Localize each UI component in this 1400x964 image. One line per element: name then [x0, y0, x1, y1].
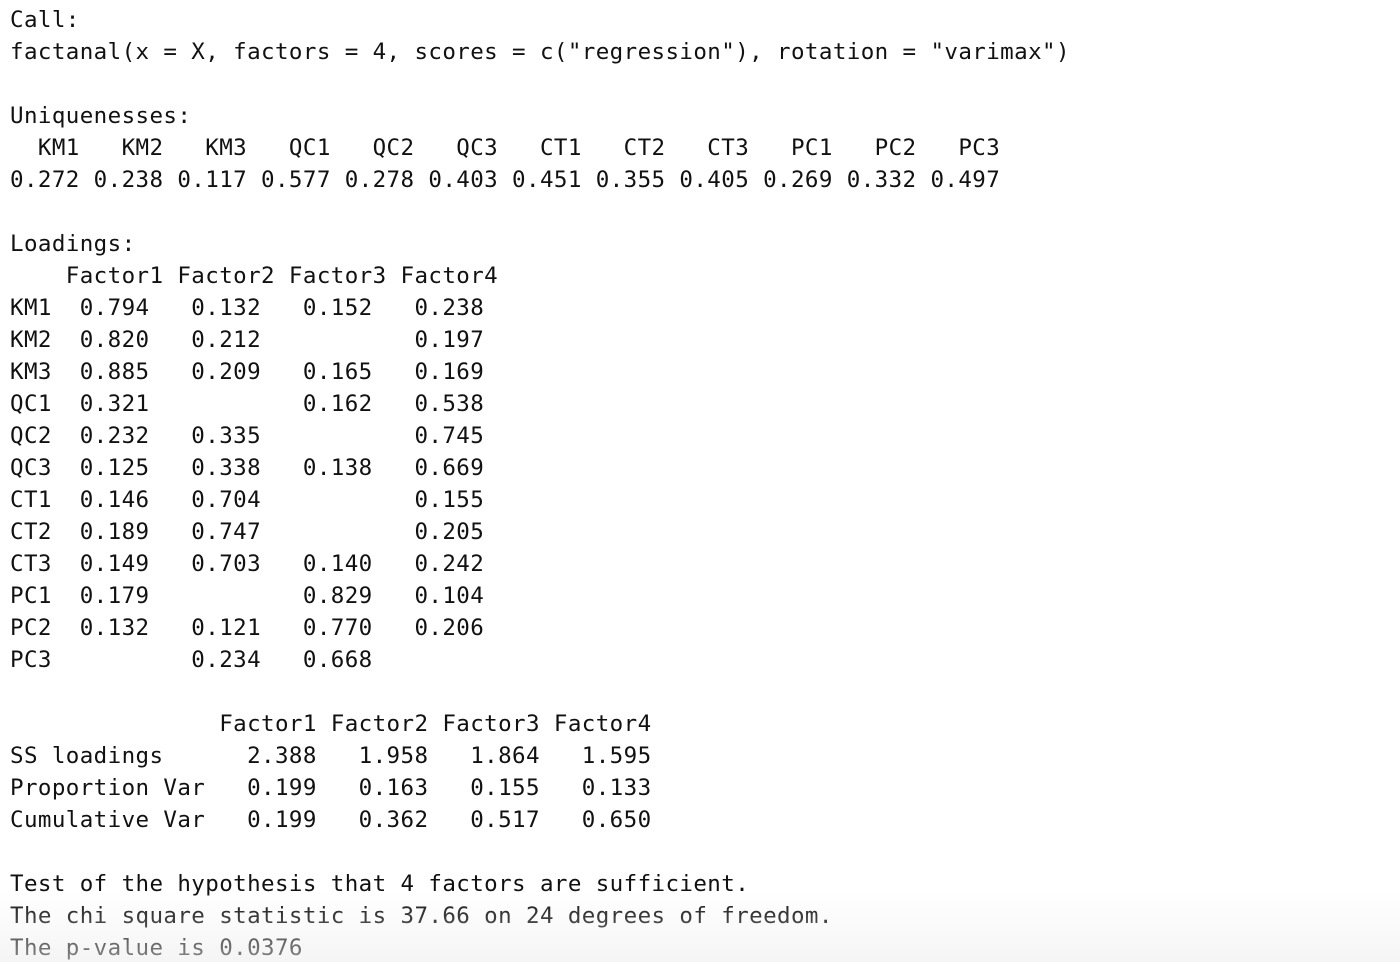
loadings-row: QC3 0.125 0.338 0.138 0.669 — [10, 455, 499, 481]
loadings-row: PC2 0.132 0.121 0.770 0.206 — [10, 615, 499, 641]
loadings-row: KM1 0.794 0.132 0.152 0.238 — [10, 295, 499, 321]
loadings-row: PC1 0.179 0.829 0.104 — [10, 583, 499, 609]
loadings-row: QC2 0.232 0.335 0.745 — [10, 423, 499, 449]
hypothesis-test-line: Test of the hypothesis that 4 factors ar… — [10, 871, 750, 897]
variance-row-ss-loadings: SS loadings 2.388 1.958 1.864 1.595 — [10, 743, 652, 769]
variance-row-proportion-var: Proportion Var 0.199 0.163 0.155 0.133 — [10, 775, 652, 801]
call-command: factanal(x = X, factors = 4, scores = c(… — [10, 39, 1070, 65]
uniquenesses-names: KM1 KM2 KM3 QC1 QC2 QC3 CT1 CT2 CT3 PC1 … — [10, 135, 1015, 161]
loadings-row: CT3 0.149 0.703 0.140 0.242 — [10, 551, 499, 577]
loadings-row: CT1 0.146 0.704 0.155 — [10, 487, 499, 513]
p-value-line: The p-value is 0.0376 — [10, 935, 303, 961]
loadings-row: CT2 0.189 0.747 0.205 — [10, 519, 499, 545]
call-header: Call: — [10, 7, 80, 33]
chi-square-line: The chi square statistic is 37.66 on 24 … — [10, 903, 833, 929]
variance-row-cumulative-var: Cumulative Var 0.199 0.362 0.517 0.650 — [10, 807, 652, 833]
loadings-column-header: Factor1 Factor2 Factor3 Factor4 — [10, 263, 499, 289]
loadings-row: PC3 0.234 0.668 — [10, 647, 499, 673]
uniquenesses-header: Uniquenesses: — [10, 103, 192, 129]
uniquenesses-values: 0.272 0.238 0.117 0.577 0.278 0.403 0.45… — [10, 167, 1015, 193]
blank-line — [10, 68, 1070, 100]
blank-line — [10, 836, 1070, 868]
blank-line — [10, 196, 1070, 228]
loadings-row: QC1 0.321 0.162 0.538 — [10, 391, 499, 417]
loadings-row: KM2 0.820 0.212 0.197 — [10, 327, 499, 353]
loadings-header: Loadings: — [10, 231, 136, 257]
blank-line — [10, 676, 1070, 708]
variance-column-header: Factor1 Factor2 Factor3 Factor4 — [10, 711, 652, 737]
r-console-output: Call: factanal(x = X, factors = 4, score… — [10, 4, 1070, 964]
loadings-row: KM3 0.885 0.209 0.165 0.169 — [10, 359, 499, 385]
